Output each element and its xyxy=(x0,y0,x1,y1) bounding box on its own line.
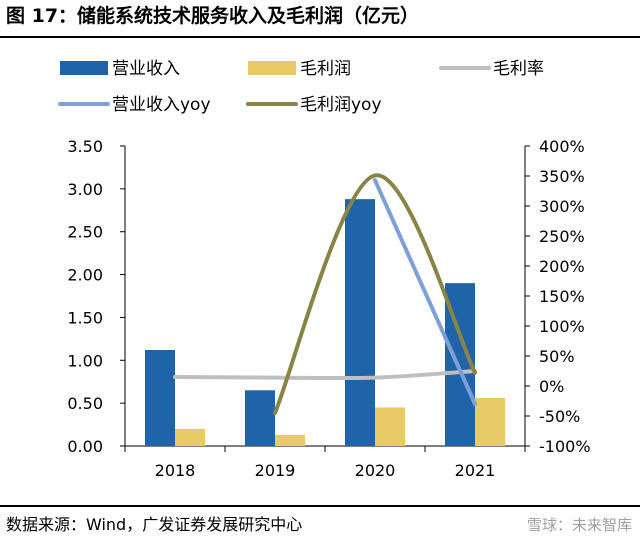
y-right-tick-label: 200% xyxy=(539,257,585,276)
bar-revenue xyxy=(145,350,175,446)
bar-gross-profit xyxy=(375,407,405,446)
x-tick-label: 2018 xyxy=(155,461,196,480)
y-right-tick-label: 300% xyxy=(539,197,585,216)
x-tick-label: 2021 xyxy=(455,461,496,480)
y-left-tick-label: 1.50 xyxy=(67,308,103,327)
x-tick-label: 2019 xyxy=(255,461,296,480)
y-left-tick-label: 0.00 xyxy=(67,437,103,456)
bar-gross-profit xyxy=(175,428,205,446)
y-right-tick-label: 250% xyxy=(539,227,585,246)
y-right-tick-label: 150% xyxy=(539,287,585,306)
line-gross-profit-yoy xyxy=(273,173,477,415)
y-left-tick-label: 3.50 xyxy=(67,137,103,156)
y-right-tick-label: 400% xyxy=(539,137,585,156)
y-left-tick-label: 2.00 xyxy=(67,266,103,285)
lines xyxy=(173,173,477,415)
y-left-tick-label: 2.50 xyxy=(67,223,103,242)
bars xyxy=(145,199,505,446)
line-revenue-yoy xyxy=(373,178,477,406)
y-right-tick-label: -100% xyxy=(539,437,591,456)
bar-gross-profit xyxy=(275,434,305,446)
legend-revenue-yoy-label: 营业收入yoy xyxy=(112,95,211,115)
y-left-tick-label: 0.50 xyxy=(67,394,103,413)
y-right-tick-label: 100% xyxy=(539,317,585,336)
bottom-rule xyxy=(0,505,640,507)
legend-gross-profit-swatch xyxy=(248,61,296,75)
y-right-tick-label: -50% xyxy=(539,407,580,426)
top-rule xyxy=(0,36,640,38)
legend-revenue-label: 营业收入 xyxy=(112,59,180,79)
y-left-tick-label: 1.00 xyxy=(67,351,103,370)
source-note: 数据来源：Wind，广发证券发展研究中心 xyxy=(6,515,303,534)
watermark: 雪球：未来智库 xyxy=(526,516,632,534)
y-right-tick-label: 350% xyxy=(539,167,585,186)
bar-revenue xyxy=(345,199,375,446)
legend-gross-profit-yoy-label: 毛利润yoy xyxy=(300,95,382,115)
figure-title: 图 17：储能系统技术服务收入及毛利润（亿元） xyxy=(6,5,420,27)
bar-gross-profit xyxy=(475,398,505,446)
legend-gross-margin-label: 毛利率 xyxy=(493,59,544,79)
bar-revenue xyxy=(245,390,275,446)
y-left-tick-label: 3.00 xyxy=(67,180,103,199)
legend-gross-profit-label: 毛利润 xyxy=(300,59,351,79)
line-gross-margin xyxy=(173,369,477,381)
legend-revenue-swatch xyxy=(60,61,108,75)
x-tick-label: 2020 xyxy=(355,461,396,480)
y-right-tick-label: 50% xyxy=(539,347,575,366)
y-right-tick-label: 0% xyxy=(539,377,564,396)
